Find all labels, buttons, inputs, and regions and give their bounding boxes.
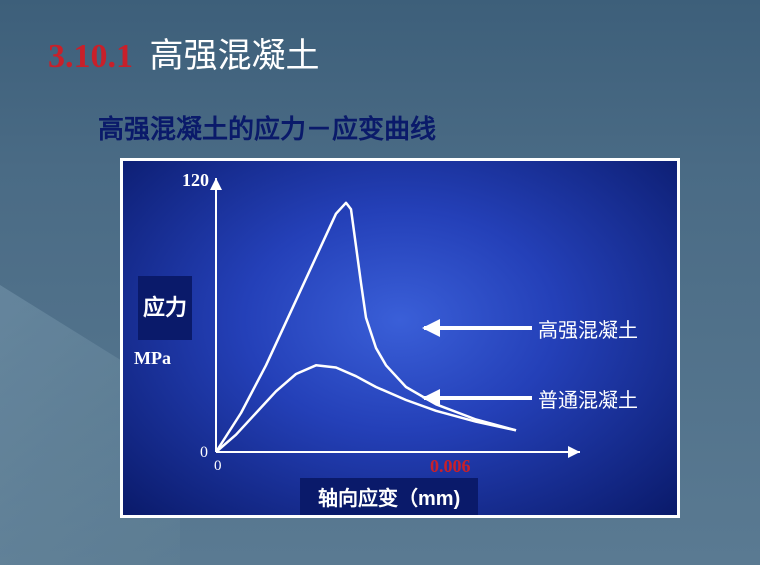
slide-subtitle: 高强混凝土的应力－应变曲线 [0,77,760,146]
y-axis-unit: MPa [134,348,171,369]
arrow-high-strength [424,326,532,330]
chart-curves [210,178,580,458]
y-axis-max: 120 [182,170,209,191]
y-axis-label: 应力 [138,276,192,340]
y-axis-arrowhead [210,178,222,190]
label-normal-concrete: 普通混凝土 [538,384,638,413]
arrow-normal-concrete [424,396,532,400]
section-title: 高强混凝土 [149,37,319,75]
y-axis-zero: 0 [200,444,208,462]
section-number: 3.10.1 [48,38,133,75]
x-axis-max: 0.006 [430,456,471,477]
curve-normal-concrete [216,365,516,452]
label-high-strength: 高强混凝土 [538,314,638,343]
x-axis-arrowhead [568,446,580,458]
x-axis-zero: 0 [214,458,222,475]
stress-strain-chart: 应力 MPa 120 0 0 0.006 轴向应变（mm) 高强混凝土 普通混凝… [120,158,680,518]
slide-header: 3.10.1 高强混凝土 [0,0,760,77]
x-axis-label: 轴向应变（mm) [300,478,478,515]
